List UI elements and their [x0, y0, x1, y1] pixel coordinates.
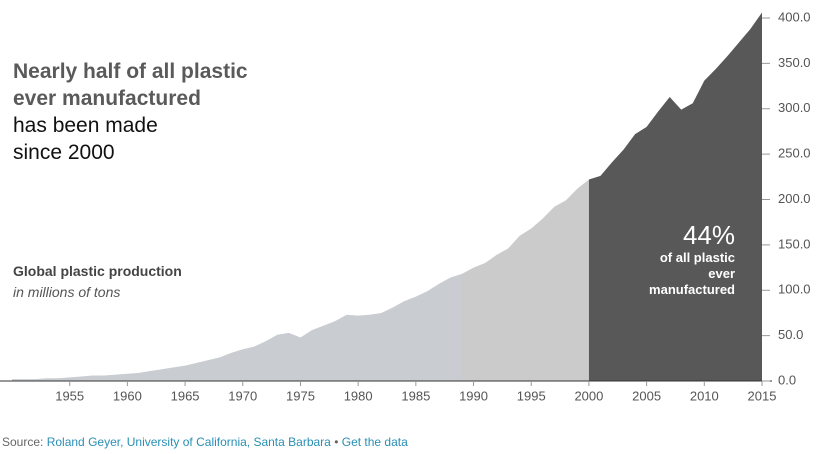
- y-tick-label: 250.0: [778, 146, 811, 161]
- annotation-value: 44%: [682, 220, 735, 250]
- x-tick-label: 1965: [171, 388, 200, 403]
- y-tick-label: 300.0: [778, 100, 811, 115]
- x-tick-label: 2005: [632, 388, 661, 403]
- area-segment: [462, 179, 589, 381]
- y-tick-label: 400.0: [778, 9, 811, 24]
- y-tick-label: 100.0: [778, 282, 811, 297]
- x-tick-label: 1970: [228, 388, 257, 403]
- x-tick-label: 1960: [113, 388, 142, 403]
- annotation: 44% of all plastic ever manufactured: [620, 220, 735, 298]
- y-tick-label: 150.0: [778, 236, 811, 251]
- area-segment: [588, 12, 762, 382]
- x-tick-label: 2010: [690, 388, 719, 403]
- annotation-text: of all plastic ever manufactured: [649, 250, 735, 297]
- y-tick-label: 50.0: [778, 327, 803, 342]
- x-tick-label: 1955: [55, 388, 84, 403]
- y-tick-label: 350.0: [778, 55, 811, 70]
- x-tick-label: 1990: [459, 388, 488, 403]
- title: Nearly half of all plastic ever manufact…: [13, 60, 248, 110]
- data-link[interactable]: Get the data: [341, 435, 408, 449]
- source-prefix: Source:: [2, 435, 44, 449]
- separator: •: [334, 435, 339, 449]
- series-label: Global plastic production: [13, 263, 182, 279]
- x-tick-label: 1995: [517, 388, 546, 403]
- y-tick-label: 0.0: [778, 372, 796, 387]
- source-link[interactable]: Roland Geyer, University of California, …: [46, 435, 331, 449]
- source: Source: Roland Geyer, University of Cali…: [2, 435, 408, 449]
- x-tick-label: 2000: [574, 388, 603, 403]
- title-continued: has been made since 2000: [13, 114, 158, 164]
- y-tick-label: 200.0: [778, 191, 811, 206]
- area-segment: [12, 273, 462, 381]
- units-label: in millions of tons: [13, 284, 121, 300]
- x-tick-label: 2015: [748, 388, 777, 403]
- x-tick-label: 1985: [401, 388, 430, 403]
- x-tick-label: 1975: [286, 388, 315, 403]
- x-tick-label: 1980: [344, 388, 373, 403]
